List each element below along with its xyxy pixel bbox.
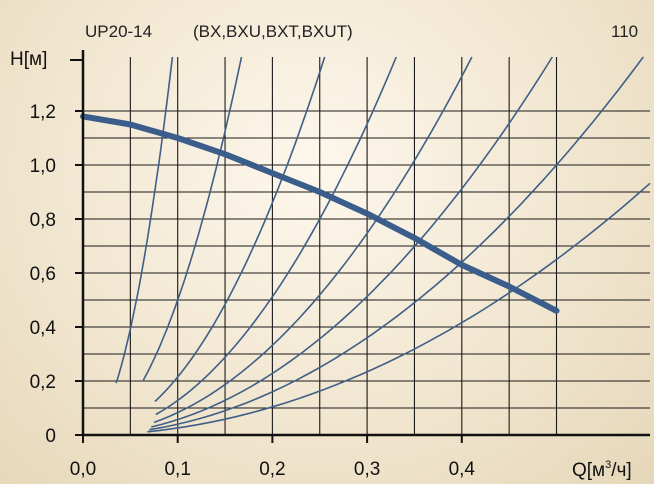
system-curve-3 bbox=[154, 56, 326, 403]
y-tick-label: 0,6 bbox=[30, 264, 56, 285]
y-axis-label: H[м] bbox=[10, 49, 47, 70]
x-tick-label: 0,3 bbox=[354, 459, 380, 480]
axes bbox=[70, 50, 650, 443]
x-tick-label: 0,4 bbox=[449, 459, 476, 480]
y-tick-label: 1,0 bbox=[30, 156, 56, 177]
x-tick-label: 0,0 bbox=[70, 459, 96, 480]
system-curves bbox=[115, 56, 651, 433]
y-tick-label: 0,8 bbox=[30, 210, 56, 231]
system-curve-8 bbox=[147, 182, 651, 433]
x-axis-label: Q[м3/ч] bbox=[572, 459, 632, 481]
y-tick-label: 0,2 bbox=[30, 372, 56, 393]
pump-code: 110 bbox=[611, 22, 638, 41]
system-curve-1 bbox=[115, 56, 174, 384]
y-tick-label: 1,2 bbox=[30, 102, 56, 123]
system-curve-5 bbox=[153, 56, 473, 424]
grid-lines bbox=[83, 57, 650, 435]
system-curve-6 bbox=[151, 56, 553, 428]
pump-model-title: UP20-14 bbox=[85, 22, 152, 41]
y-tick-labels: 0 0,2 0,4 0,6 0,8 1,0 1,2 bbox=[30, 102, 57, 447]
pump-variants-title: (BX,BXU,BXT,BXUT) bbox=[193, 22, 353, 41]
system-curve-4 bbox=[155, 56, 397, 416]
pump-curve bbox=[80, 113, 560, 314]
y-tick-label: 0 bbox=[45, 426, 56, 447]
x-tick-label: 0,2 bbox=[259, 459, 285, 480]
system-curve-7 bbox=[149, 56, 644, 431]
x-tick-label: 0,1 bbox=[164, 459, 190, 480]
y-tick-label: 0,4 bbox=[30, 318, 57, 339]
x-tick-labels: 0,0 0,1 0,2 0,3 0,4 bbox=[70, 459, 476, 480]
system-curve-2 bbox=[141, 56, 243, 382]
